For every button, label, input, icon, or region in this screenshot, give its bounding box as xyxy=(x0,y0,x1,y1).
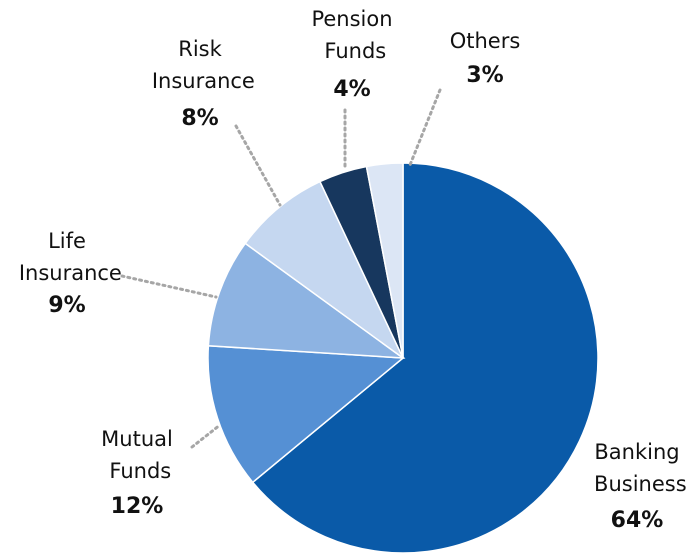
slice-percent: 3% xyxy=(466,63,503,88)
pie-slice xyxy=(365,162,404,359)
slice-label-line: Mutual xyxy=(101,427,173,451)
slice-percent: 64% xyxy=(611,508,664,533)
slice-percent: 4% xyxy=(333,77,370,102)
slice-label: Life Insurance xyxy=(12,229,122,285)
slice-label: Pension Funds xyxy=(311,7,392,63)
slice-label-line: Life xyxy=(48,229,86,253)
slice-label: Banking Business xyxy=(587,440,686,496)
leader-line xyxy=(234,124,282,207)
leader-line xyxy=(120,274,218,299)
pie-slice xyxy=(244,180,404,359)
slice-label-line: Risk xyxy=(178,37,222,61)
leader-line xyxy=(190,423,222,449)
slice-label-line: Funds xyxy=(103,459,172,483)
leader-line xyxy=(408,88,442,167)
slice-percent: 12% xyxy=(111,494,164,519)
slice-label: Risk Insurance xyxy=(145,37,255,93)
slice-label: Others xyxy=(450,29,521,53)
slice-label-line: Insurance xyxy=(145,69,255,93)
pie-slice xyxy=(207,344,405,484)
slice-label-line: Business xyxy=(587,472,686,496)
slice-percent: 9% xyxy=(48,293,85,318)
slice-label: Mutual Funds xyxy=(101,427,173,483)
slice-label-line: Insurance xyxy=(12,261,122,285)
slice-percent: 8% xyxy=(181,106,218,131)
pie-slice xyxy=(207,242,406,359)
slice-label-line: Banking xyxy=(594,440,679,464)
slice-label-line: Others xyxy=(450,29,521,53)
slice-label-line: Funds xyxy=(318,39,387,63)
slice-label-line: Pension xyxy=(311,7,392,31)
pie-slice xyxy=(251,162,599,553)
